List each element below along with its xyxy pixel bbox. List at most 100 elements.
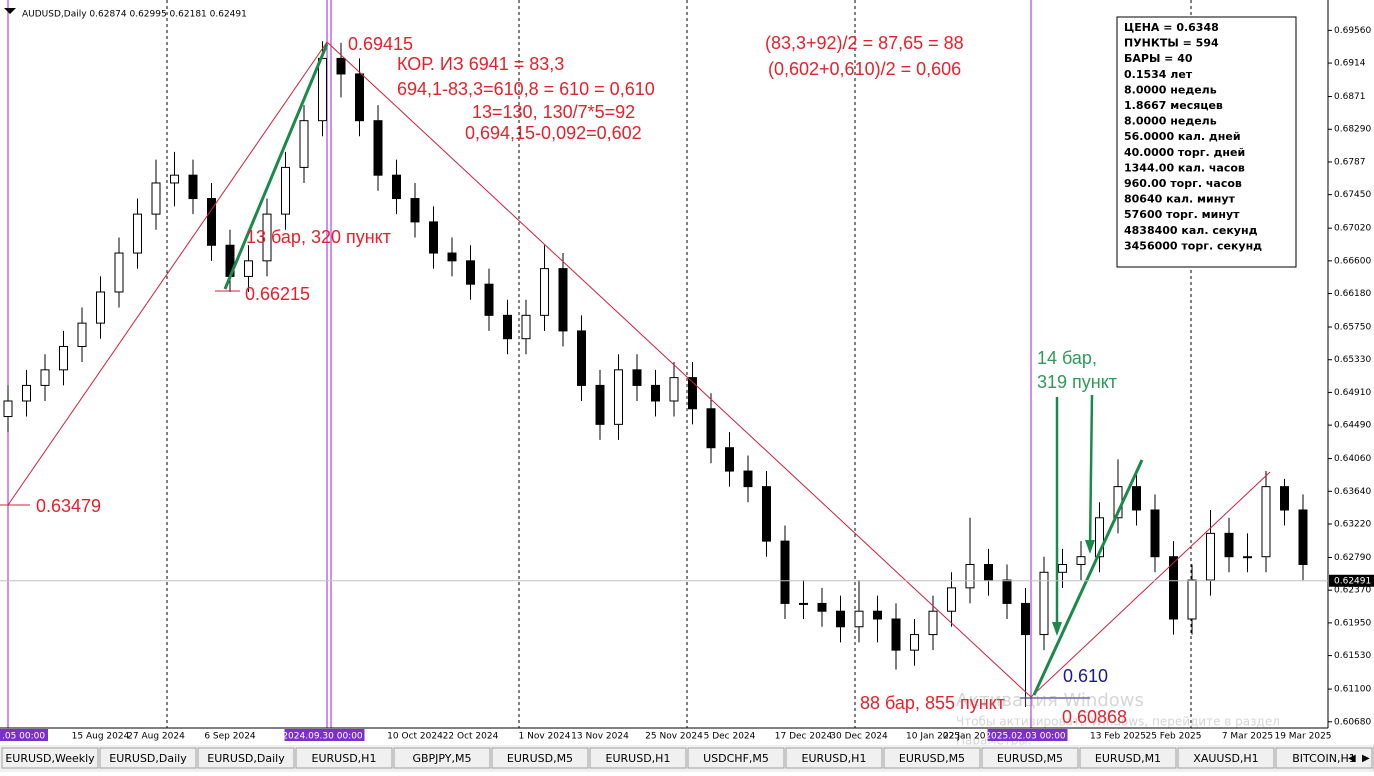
annotation: 0.60868 — [1062, 707, 1127, 727]
tab-label[interactable]: EURUSD,M5 — [507, 752, 573, 765]
candle-body — [207, 198, 216, 246]
candle-body — [22, 384, 31, 402]
candle-body — [836, 610, 845, 628]
candle-body — [244, 260, 253, 277]
candle-body — [1095, 517, 1104, 558]
candle-body — [817, 602, 827, 612]
candle-body — [59, 345, 68, 371]
candle-body — [799, 602, 808, 605]
current-price-label: 0.62491 — [1334, 576, 1371, 586]
candle-body — [910, 634, 919, 651]
tab-label[interactable]: EURUSD,M1 — [1095, 752, 1161, 765]
tab-label[interactable]: XAUUSD,H1 — [1193, 752, 1258, 765]
tab-label[interactable]: EURUSD,Daily — [109, 752, 187, 765]
x-tick-label: 6 Sep 2024 — [204, 732, 256, 742]
y-tick-label: 0.6914 — [1334, 59, 1366, 69]
x-tick-highlight — [0, 729, 48, 741]
candle-body — [854, 610, 864, 628]
candle-body — [151, 182, 161, 215]
candle-body — [1039, 571, 1049, 636]
arrow-head — [1085, 540, 1095, 554]
x-tick-label: 19 Mar 2025 — [1274, 732, 1331, 742]
tab[interactable] — [981, 747, 1079, 769]
tab[interactable] — [197, 747, 295, 769]
tab-scroll[interactable]: ◀ — [1348, 753, 1356, 764]
candle-body — [1150, 509, 1160, 558]
info-line: 1344.00 кал. часов — [1124, 161, 1245, 174]
tab[interactable] — [785, 747, 883, 769]
y-tick-label: 0.64910 — [1334, 388, 1371, 398]
x-tick-label: 22 Jan 2025 — [943, 732, 997, 742]
tab[interactable] — [1177, 747, 1275, 769]
tab-label[interactable]: EURUSD,M5 — [997, 752, 1063, 765]
annotation: 88 бар, 855 пункт — [860, 693, 1005, 713]
candle-body — [410, 198, 420, 223]
x-tick-label: 25 Nov 2024 — [645, 732, 703, 742]
candle-body — [725, 447, 734, 472]
candle-body — [1298, 509, 1308, 565]
candle-body — [188, 174, 198, 200]
candle-body — [1187, 579, 1197, 620]
annotation: 694,1-83,3=610,8 = 610 = 0,610 — [397, 79, 655, 99]
tab-label[interactable]: EURUSD,H1 — [802, 752, 867, 765]
x-tick-label: 22 Oct 2024 — [443, 732, 499, 742]
x-tick-label: 10 Oct 2024 — [387, 732, 443, 742]
tab-label[interactable]: BITCOIN,H1 — [1292, 752, 1355, 765]
candle-body — [262, 213, 272, 262]
candle-body — [632, 369, 642, 386]
info-line: 960.00 торг. часов — [1124, 177, 1242, 190]
zigzag-line — [7, 41, 1271, 698]
tab-label[interactable]: EURUSD,Daily — [207, 752, 285, 765]
candle-body — [595, 384, 605, 425]
y-tick-label: 0.6871 — [1334, 92, 1366, 102]
y-tick-label: 0.60680 — [1334, 717, 1371, 727]
tab[interactable] — [1, 747, 99, 769]
drawings — [0, 41, 1271, 699]
tab[interactable] — [295, 747, 393, 769]
tab[interactable] — [393, 747, 491, 769]
annotations: 0.69415 КОР. ИЗ 6941 = 83,3 694,1-83,3=6… — [36, 33, 1127, 727]
tab-label[interactable]: EURUSD,H1 — [606, 752, 671, 765]
candle-body — [1132, 486, 1141, 511]
y-tick-label: 0.66600 — [1334, 256, 1371, 266]
candle-body — [873, 610, 882, 620]
annotation: 14 бар, — [1037, 348, 1097, 368]
annotation: 0.66215 — [245, 284, 310, 304]
candle-body — [503, 314, 512, 340]
y-tick-label: 0.62790 — [1334, 553, 1371, 563]
annotation: 13=130, 130/7*5=92 — [472, 102, 635, 122]
tab[interactable] — [99, 747, 197, 769]
tab-label[interactable]: USDCHF,M5 — [703, 752, 769, 765]
annotation: 0.69415 — [348, 34, 413, 54]
x-tick-label: 2025.02.03 00:00 — [985, 732, 1066, 742]
candle-body — [40, 369, 50, 386]
trend-line — [1032, 459, 1144, 696]
info-line: 56.0000 кал. дней — [1124, 130, 1241, 143]
tab-label[interactable]: GBPJPY,M5 — [412, 752, 471, 765]
arrow — [1088, 394, 1094, 549]
watermark-text: Активация Windows — [956, 690, 1144, 711]
tab[interactable] — [1079, 747, 1177, 769]
tab[interactable] — [1275, 747, 1373, 769]
tab-label[interactable]: EURUSD,H1 — [312, 752, 377, 765]
candle-body — [170, 174, 179, 184]
annotation: (83,3+92)/2 = 87,65 = 88 — [765, 33, 964, 53]
tab-label[interactable]: EURUSD,M5 — [899, 752, 965, 765]
tab[interactable] — [491, 747, 589, 769]
candle-body — [447, 252, 457, 262]
vertical-markers — [7, 0, 1032, 728]
y-tick-label: 0.63220 — [1334, 520, 1371, 530]
tab[interactable] — [589, 747, 687, 769]
candle-body — [540, 268, 549, 316]
tab[interactable] — [883, 747, 981, 769]
tab-label[interactable]: EURUSD,Weekly — [5, 752, 95, 765]
tab[interactable] — [687, 747, 785, 769]
x-tick-highlight — [284, 729, 365, 741]
y-tick-label: 0.61950 — [1334, 618, 1371, 628]
candle-body — [1224, 532, 1234, 558]
candle-body — [392, 174, 401, 200]
candle-body — [1243, 556, 1252, 559]
candle-body — [1021, 602, 1030, 636]
tab-scroll[interactable]: ▶ — [1362, 753, 1370, 764]
